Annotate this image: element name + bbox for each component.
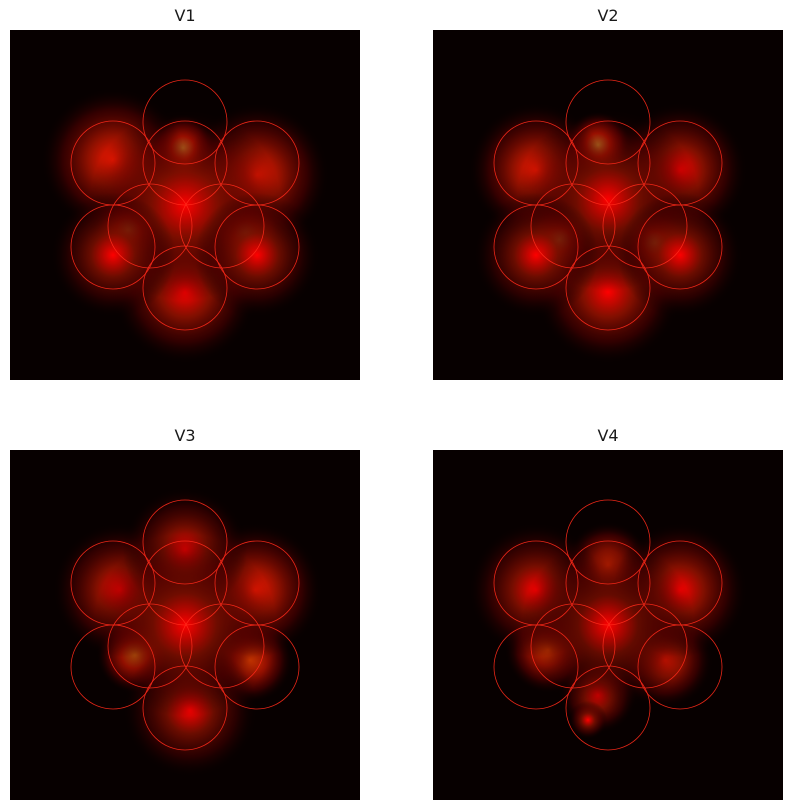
outline-circle bbox=[142, 79, 228, 165]
outline-circle bbox=[493, 204, 579, 290]
outline-circle bbox=[107, 603, 193, 689]
outline-circle bbox=[493, 624, 579, 710]
heat-blob bbox=[617, 192, 743, 318]
panel-title-v2: V2 bbox=[597, 6, 619, 25]
panel-title-v4: V4 bbox=[597, 426, 619, 445]
heatmap-panel-v1 bbox=[10, 30, 360, 380]
heat-blob bbox=[473, 192, 599, 318]
outline-circle bbox=[565, 120, 651, 206]
outline-circle bbox=[142, 120, 228, 206]
outline-circle bbox=[565, 665, 651, 751]
outline-circle bbox=[142, 665, 228, 751]
outline-circle bbox=[565, 79, 651, 165]
outline-circle bbox=[70, 204, 156, 290]
heatmap-panel-v4 bbox=[433, 450, 783, 800]
panel-title-v3: V3 bbox=[174, 426, 196, 445]
outline-circle bbox=[530, 183, 616, 269]
outline-circle bbox=[142, 499, 228, 585]
outline-circle bbox=[142, 540, 228, 626]
heatmap-panel-v2 bbox=[433, 30, 783, 380]
outline-circle bbox=[214, 624, 300, 710]
outline-circle bbox=[565, 245, 651, 331]
heatmap-svg bbox=[433, 30, 783, 380]
panel-title-v1: V1 bbox=[174, 6, 196, 25]
outline-circle bbox=[637, 204, 723, 290]
outline-circle bbox=[565, 499, 651, 585]
outline-circle bbox=[70, 624, 156, 710]
outline-circle bbox=[142, 245, 228, 331]
heat-blob bbox=[194, 192, 320, 318]
heat-blob bbox=[50, 192, 176, 318]
heatmap-svg bbox=[433, 450, 783, 800]
heatmap-svg bbox=[10, 30, 360, 380]
outline-circle bbox=[565, 540, 651, 626]
outline-circle bbox=[214, 204, 300, 290]
outline-circle bbox=[107, 183, 193, 269]
heatmap-panel-v3 bbox=[10, 450, 360, 800]
outline-circle bbox=[637, 624, 723, 710]
outline-circle bbox=[530, 603, 616, 689]
heatmap-svg bbox=[10, 450, 360, 800]
